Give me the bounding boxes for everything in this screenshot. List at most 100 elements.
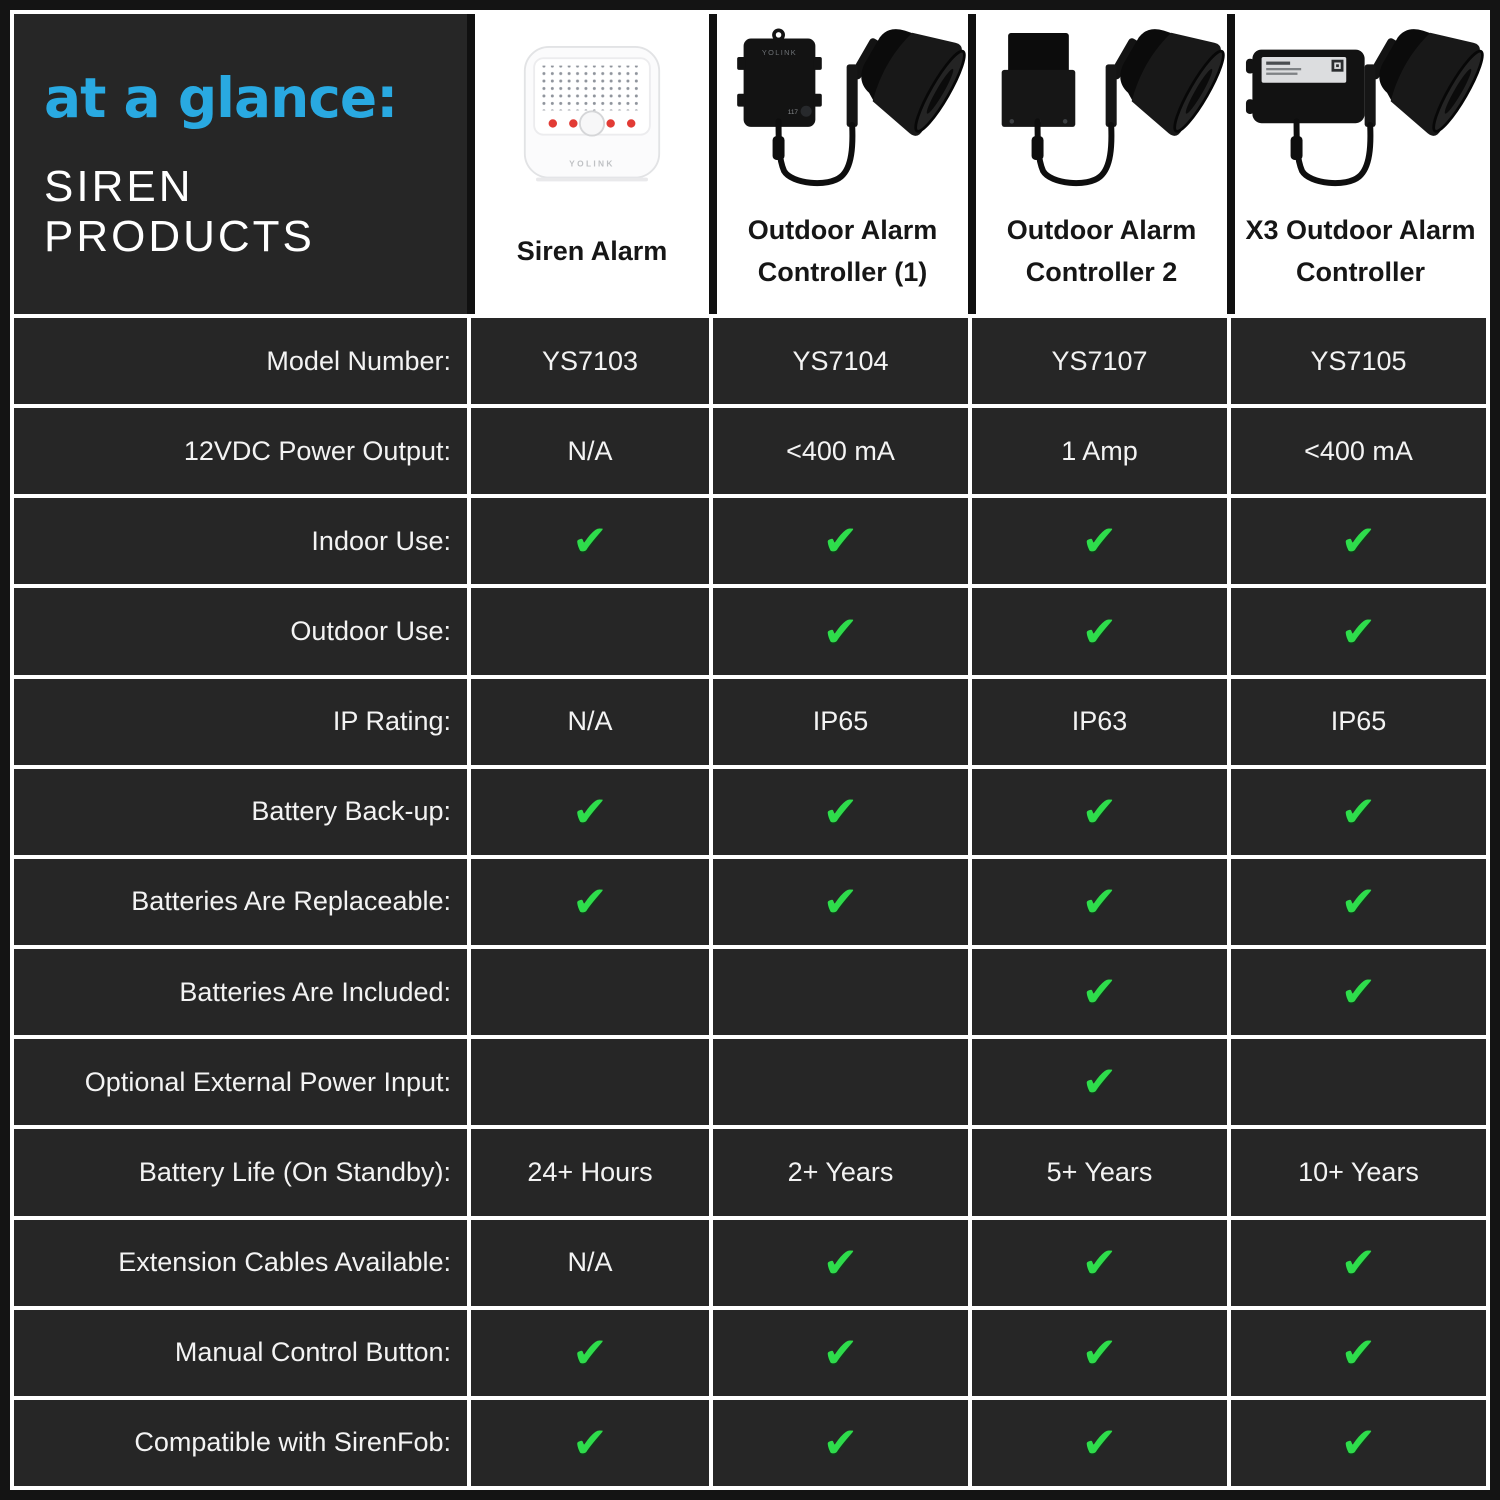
siren-alarm-product-image: YOLINK bbox=[508, 26, 676, 206]
product-name: Siren Alarm bbox=[517, 206, 668, 298]
page-title: at a glance: bbox=[44, 66, 398, 130]
x3-outdoor-alarm-controller-product-image bbox=[1243, 22, 1484, 206]
check-icon: ✔ bbox=[1081, 1327, 1118, 1377]
value-cell: 24+ Hours bbox=[467, 1125, 709, 1216]
check-icon: ✔ bbox=[1081, 1057, 1118, 1107]
check-icon: ✔ bbox=[1081, 606, 1118, 656]
value-cell: IP65 bbox=[1227, 674, 1486, 765]
cell-text: 10+ Years bbox=[1298, 1156, 1419, 1187]
value-cell: <400 mA bbox=[709, 404, 968, 495]
value-cell: 2+ Years bbox=[709, 1125, 968, 1216]
cell-text: IP65 bbox=[812, 706, 869, 737]
table-title-cell: at a glance: SIREN PRODUCTS bbox=[14, 14, 467, 314]
check-cell: ✔ bbox=[467, 494, 709, 585]
page-subtitle: SIREN PRODUCTS bbox=[44, 162, 315, 261]
row-label: Batteries Are Replaceable: bbox=[14, 854, 467, 946]
check-cell: ✔ bbox=[1227, 1395, 1486, 1486]
empty-cell bbox=[467, 584, 709, 675]
value-cell: N/A bbox=[467, 1215, 709, 1306]
product-column-siren-alarm: YOLINK Siren Alarm bbox=[467, 14, 709, 314]
cell-text: <400 mA bbox=[1304, 435, 1413, 466]
product-name: X3 Outdoor Alarm Controller bbox=[1245, 206, 1475, 298]
value-cell: 1 Amp bbox=[968, 404, 1227, 495]
check-icon: ✔ bbox=[1340, 876, 1377, 926]
check-icon: ✔ bbox=[572, 1327, 608, 1377]
value-cell: <400 mA bbox=[1227, 404, 1486, 495]
check-icon: ✔ bbox=[1081, 1237, 1118, 1287]
cell-text: N/A bbox=[567, 435, 613, 466]
check-icon: ✔ bbox=[572, 786, 608, 836]
check-cell: ✔ bbox=[709, 1395, 968, 1486]
product-column-x3-outdoor-alarm-controller: X3 Outdoor Alarm Controller bbox=[1227, 14, 1486, 314]
cell-text: YS7103 bbox=[541, 345, 639, 376]
row-label: Model Number: bbox=[14, 314, 467, 405]
cell-text: 24+ Hours bbox=[527, 1156, 653, 1187]
check-icon: ✔ bbox=[572, 876, 608, 926]
check-cell: ✔ bbox=[968, 584, 1227, 675]
row-label: Battery Back-up: bbox=[14, 764, 467, 855]
check-cell: ✔ bbox=[467, 1395, 709, 1486]
row-label: 12VDC Power Output: bbox=[14, 404, 467, 495]
check-cell: ✔ bbox=[968, 1035, 1227, 1126]
check-cell: ✔ bbox=[1227, 584, 1486, 675]
check-cell: ✔ bbox=[709, 494, 968, 585]
check-cell: ✔ bbox=[968, 854, 1227, 946]
cell-text: N/A bbox=[567, 1247, 613, 1278]
cell-text: IP65 bbox=[1330, 706, 1387, 737]
check-cell: ✔ bbox=[709, 584, 968, 675]
cell-text: 5+ Years bbox=[1046, 1156, 1153, 1187]
check-icon: ✔ bbox=[822, 1327, 859, 1377]
value-cell: IP65 bbox=[709, 674, 968, 765]
check-icon: ✔ bbox=[1340, 1237, 1377, 1287]
check-icon: ✔ bbox=[1340, 606, 1377, 656]
check-icon: ✔ bbox=[822, 1417, 859, 1467]
check-cell: ✔ bbox=[1227, 494, 1486, 585]
check-cell: ✔ bbox=[1227, 1215, 1486, 1306]
cell-text: 1 Amp bbox=[1061, 435, 1138, 466]
check-cell: ✔ bbox=[968, 1305, 1227, 1396]
empty-cell bbox=[709, 1035, 968, 1126]
check-cell: ✔ bbox=[968, 764, 1227, 855]
row-label: Optional External Power Input: bbox=[14, 1035, 467, 1126]
check-cell: ✔ bbox=[1227, 854, 1486, 946]
value-cell: YS7103 bbox=[467, 314, 709, 405]
product-name-line1: Outdoor Alarm bbox=[747, 215, 938, 246]
check-cell: ✔ bbox=[709, 854, 968, 946]
check-cell: ✔ bbox=[968, 494, 1227, 585]
check-icon: ✔ bbox=[1081, 786, 1118, 836]
row-label: Manual Control Button: bbox=[14, 1305, 467, 1396]
empty-cell bbox=[467, 945, 709, 1036]
product-name-line2: Controller 2 bbox=[1025, 257, 1178, 287]
product-name: Outdoor Alarm Controller (1) bbox=[748, 206, 938, 298]
cell-text: 2+ Years bbox=[787, 1156, 894, 1187]
outdoor-alarm-controller-1-product-image: YOLINK 117 bbox=[725, 22, 966, 206]
product-column-outdoor-alarm-controller-2: Outdoor Alarm Controller 2 bbox=[968, 14, 1227, 314]
check-icon: ✔ bbox=[1340, 1417, 1377, 1467]
check-cell: ✔ bbox=[1227, 764, 1486, 855]
check-icon: ✔ bbox=[822, 1237, 859, 1287]
check-icon: ✔ bbox=[1081, 1417, 1118, 1467]
check-icon: ✔ bbox=[822, 606, 859, 656]
check-icon: ✔ bbox=[822, 516, 859, 566]
product-name: Outdoor Alarm Controller 2 bbox=[1007, 206, 1197, 298]
svg-text:YOLINK: YOLINK bbox=[569, 158, 615, 168]
check-cell: ✔ bbox=[968, 1395, 1227, 1486]
row-label: Battery Life (On Standby): bbox=[14, 1125, 467, 1216]
check-icon: ✔ bbox=[572, 516, 608, 566]
product-name-line1: Siren Alarm bbox=[516, 236, 668, 267]
check-icon: ✔ bbox=[572, 1417, 608, 1467]
row-label: Outdoor Use: bbox=[14, 584, 467, 675]
value-cell: YS7105 bbox=[1227, 314, 1486, 405]
value-cell: 5+ Years bbox=[968, 1125, 1227, 1216]
value-cell: N/A bbox=[467, 404, 709, 495]
check-cell: ✔ bbox=[968, 1215, 1227, 1306]
check-cell: ✔ bbox=[968, 945, 1227, 1036]
check-icon: ✔ bbox=[1081, 516, 1118, 566]
cell-text: YS7105 bbox=[1310, 345, 1407, 376]
value-cell: YS7107 bbox=[968, 314, 1227, 405]
check-cell: ✔ bbox=[709, 1305, 968, 1396]
check-cell: ✔ bbox=[467, 764, 709, 855]
empty-cell bbox=[709, 945, 968, 1036]
empty-cell bbox=[1227, 1035, 1486, 1126]
